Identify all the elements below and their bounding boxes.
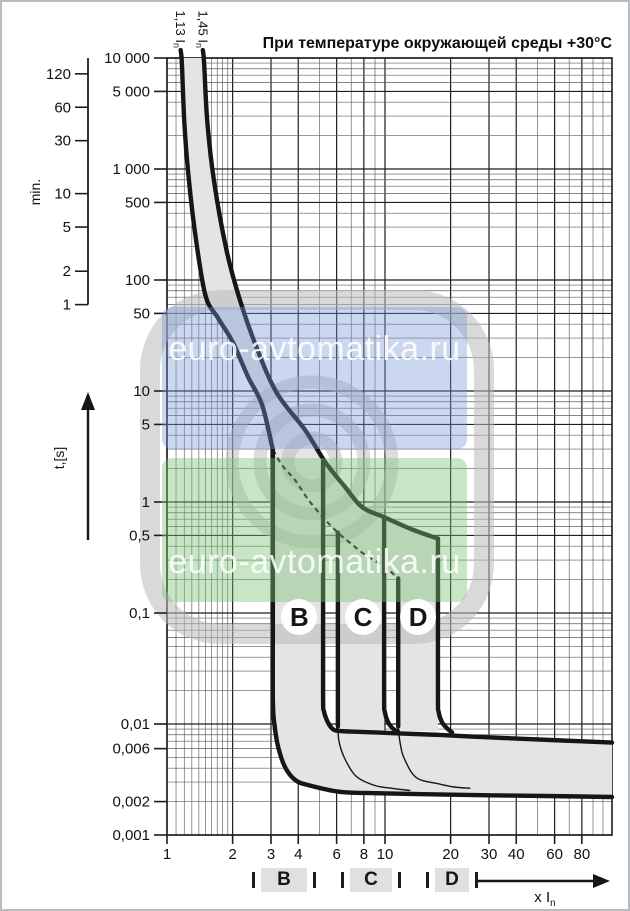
x-tick-label: 20: [442, 846, 459, 863]
y-tick-label: 0,5: [129, 527, 150, 544]
series-curve-D-min-tail: [397, 725, 471, 789]
y-tick-label: 1: [142, 494, 150, 511]
x-tick-label: 8: [360, 846, 368, 863]
x-tick-label: 60: [546, 846, 563, 863]
y-tick-label: 50: [133, 305, 150, 322]
legend-label-C: C: [350, 868, 392, 892]
y-tick-label: 5 000: [112, 83, 150, 100]
legend-bar-icon: [398, 872, 401, 888]
minute-tick-label: 120: [46, 66, 71, 83]
y-tick-label: 500: [125, 194, 150, 211]
up-arrow-icon: [81, 392, 95, 410]
threshold-label-0: 1,13 In: [172, 10, 189, 48]
t-axis-label: t,[s]: [51, 447, 67, 470]
series-thermal-upper-limit: [200, 47, 441, 541]
x-tick-label: 30: [481, 846, 498, 863]
watermark-logo: [140, 290, 494, 644]
y-tick-label: 10: [133, 383, 150, 400]
series-curve-B-max-trip: [320, 459, 615, 745]
x-tick-label: 80: [574, 846, 591, 863]
legend: B C D: [246, 868, 497, 892]
curve-label-C: C: [345, 599, 382, 636]
series-curve-C-max-trip: [381, 514, 401, 735]
y-tick-label: 0,1: [129, 605, 150, 622]
legend-label-D: D: [435, 868, 469, 892]
y-axis-title: t,[s]: [51, 392, 95, 540]
y-tick-label: 0,006: [112, 741, 150, 758]
chart-title: При температуре окружающей среды +30°C: [262, 35, 612, 52]
watermark-ring: [140, 290, 494, 644]
x-axis-unit-subscript: n: [550, 898, 556, 909]
y-tick-label: 1 000: [112, 161, 150, 178]
legend-item-B: B: [246, 868, 322, 892]
watermark-circle: [253, 403, 371, 521]
legend-bar-icon: [252, 872, 255, 888]
y-tick-label: 0,01: [121, 716, 150, 733]
series-thermal-lower-dashed-extension: [271, 449, 399, 580]
minute-tick-label: 60: [54, 99, 71, 116]
y-tick-label: 5: [142, 416, 150, 433]
y-tick-label: 10 000: [104, 50, 150, 67]
threshold-label-1: 1,45 In: [194, 10, 211, 48]
axis-labels: 10 000 5 000 1 000 500 100 50 10 5 1 0,5 0,1 0,01 0,…: [104, 50, 590, 863]
right-arrow-icon: [593, 874, 610, 888]
x-axis-arrow: [478, 874, 610, 888]
legend-bar-icon: [475, 872, 478, 888]
minute-tick-label: 5: [63, 219, 71, 236]
series-curve-B-min-trip: [270, 447, 615, 800]
x-tick-label: 3: [267, 846, 275, 863]
legend-bar-icon: [341, 872, 344, 888]
x-axis-unit-label: x In: [505, 889, 585, 909]
series-curve-C-min-tail: [337, 725, 411, 792]
minute-tick-label: 1: [63, 297, 71, 314]
y-tick-label: 0,002: [112, 794, 150, 811]
curve-label-B: B: [281, 599, 318, 636]
minute-tick-label: 10: [54, 186, 71, 203]
x-tick-label: 10: [377, 846, 394, 863]
minute-tick-label: 30: [54, 133, 71, 150]
series-thermal-lower-limit: [178, 47, 276, 453]
plot-frame: [166, 57, 613, 836]
minutes-axis-label: min.: [27, 179, 43, 205]
minute-tick-label: 2: [63, 263, 71, 280]
series-curve-D-max-trip: [435, 536, 455, 735]
x-tick-label: 40: [508, 846, 525, 863]
x-tick-label: 4: [294, 846, 302, 863]
legend-bar-icon: [313, 872, 316, 888]
y-tick-label: 100: [125, 272, 150, 289]
watermark-circle: [225, 375, 399, 549]
legend-item-C: C: [335, 868, 407, 892]
curves: [178, 47, 615, 800]
y-tick-label: 0,001: [112, 827, 150, 844]
legend-bar-icon: [426, 872, 429, 888]
curve-label-D: D: [400, 599, 437, 636]
x-axis-unit-text: x I: [534, 889, 551, 906]
minutes-axis: 120 60 30 10 5 2 1 min.: [27, 58, 89, 314]
legend-label-B: B: [261, 868, 307, 892]
legend-item-D: D: [420, 868, 484, 892]
x-tick-label: 1: [163, 846, 171, 863]
x-tick-label: 2: [228, 846, 236, 863]
x-tick-label: 6: [332, 846, 340, 863]
